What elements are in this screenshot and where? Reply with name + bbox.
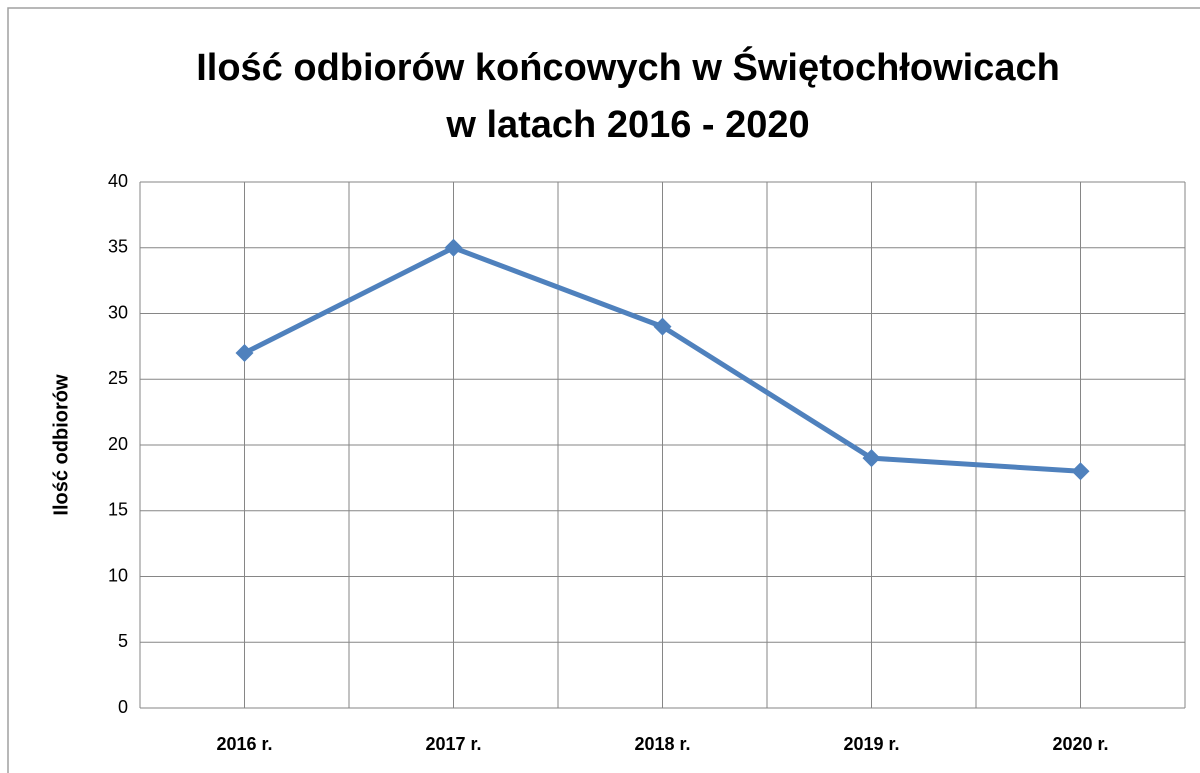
y-tick-label: 0	[118, 697, 128, 717]
y-axis-label: Ilość odbiorów	[50, 374, 72, 516]
y-tick-label: 20	[108, 434, 128, 454]
data-point	[653, 317, 672, 336]
chart-border	[7, 7, 1200, 773]
y-tick-label: 30	[108, 302, 128, 322]
chart-title: Ilość odbiorów końcowych w Świętochłowic…	[196, 45, 1060, 89]
chart-title: w latach 2016 - 2020	[445, 104, 809, 146]
y-tick-label: 25	[108, 368, 128, 388]
y-tick-label: 40	[108, 171, 128, 191]
y-tick-label: 5	[118, 631, 128, 651]
data-point	[235, 343, 254, 362]
x-tick-label: 2017 r.	[425, 734, 481, 754]
data-point	[444, 238, 463, 257]
y-tick-label: 10	[108, 565, 128, 585]
data-point	[1071, 462, 1090, 481]
data-point	[862, 449, 881, 468]
x-tick-label: 2018 r.	[634, 734, 690, 754]
x-tick-label: 2019 r.	[843, 734, 899, 754]
x-tick-label: 2016 r.	[216, 734, 272, 754]
x-tick-label: 2020 r.	[1052, 734, 1108, 754]
y-tick-label: 35	[108, 237, 128, 257]
y-tick-label: 15	[108, 500, 128, 520]
